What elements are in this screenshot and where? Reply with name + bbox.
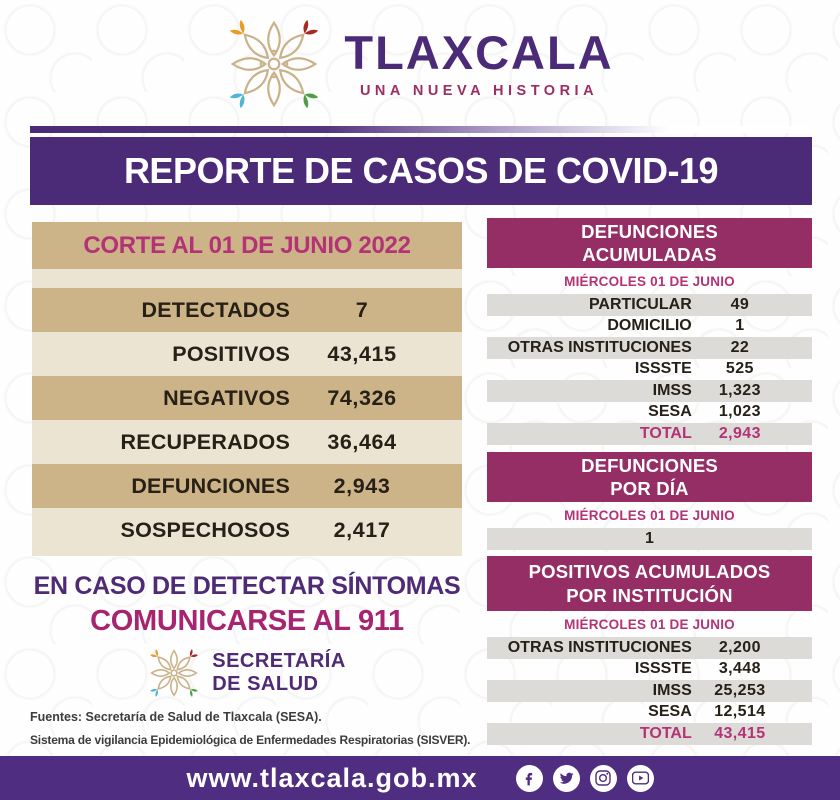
- row-value: 2,200: [718, 638, 761, 656]
- sources-line2: Sistema de vigilancia Epidemiológica de …: [30, 733, 471, 747]
- sources-note: Fuentes: Secretaría de Salud de Tlaxcala…: [30, 710, 510, 747]
- gradient-strip: [30, 126, 812, 133]
- table-row: DOMICILIO 1: [487, 316, 812, 338]
- row-value: 1,323: [718, 381, 761, 399]
- health-dept-line2: DE SALUD: [212, 673, 319, 695]
- row-label: OTRAS INSTITUCIONES: [507, 338, 692, 356]
- total-label: TOTAL: [639, 424, 692, 442]
- summary-row: RECUPERADOS 36,464: [32, 420, 462, 464]
- row-label: ISSSTE: [634, 660, 692, 678]
- brand-name: TLAXCALA: [344, 26, 614, 79]
- section-title-line1: POSITIVOS ACUMULADOS: [528, 561, 771, 583]
- summary-row-value: 7: [355, 297, 369, 322]
- table-row: OTRAS INSTITUCIONES 22: [487, 337, 812, 359]
- row-label: IMSS: [652, 381, 692, 399]
- table-row: SESA 12,514: [487, 702, 812, 724]
- row-value: 12,514: [714, 703, 766, 721]
- section-date: MIÉRCOLES 01 DE JUNIO: [564, 617, 735, 632]
- deaths-per-day-value: 1: [487, 528, 812, 550]
- salud-flower-logo-icon: [150, 649, 199, 697]
- section-title-line2: POR DÍA: [610, 478, 689, 499]
- table-total-row: TOTAL 2,943: [487, 423, 812, 445]
- youtube-icon[interactable]: [626, 764, 654, 792]
- row-label: SESA: [648, 703, 692, 721]
- table-row: ISSSTE 525: [487, 359, 812, 381]
- summary-row-label: POSITIVOS: [172, 341, 290, 366]
- row-value: 1,023: [718, 403, 761, 421]
- row-label: OTRAS INSTITUCIONES: [507, 638, 692, 656]
- instagram-icon[interactable]: [589, 764, 617, 792]
- report-title-banner: REPORTE DE CASOS DE COVID-19: [30, 137, 812, 205]
- section-date: MIÉRCOLES 01 DE JUNIO: [564, 508, 735, 523]
- table-row: PARTICULAR 49: [487, 294, 812, 316]
- summary-row-value: 43,415: [327, 341, 397, 366]
- summary-row: DEFUNCIONES 2,943: [32, 464, 462, 508]
- total-label: TOTAL: [639, 724, 692, 742]
- summary-row-label: DETECTADOS: [141, 297, 290, 322]
- cutoff-date-title: CORTE AL 01 DE JUNIO 2022: [83, 231, 411, 259]
- health-dept-line1: SECRETARÍA: [212, 650, 346, 672]
- section-deaths-per-day-header: DEFUNCIONES POR DÍA: [487, 452, 812, 502]
- summary-row: NEGATIVOS 74,326: [32, 376, 462, 420]
- row-label: ISSSTE: [634, 360, 692, 378]
- total-value: 43,415: [714, 724, 766, 742]
- row-label: PARTICULAR: [588, 295, 692, 313]
- summary-row-label: DEFUNCIONES: [131, 473, 290, 498]
- section-date: MIÉRCOLES 01 DE JUNIO: [564, 274, 735, 289]
- deaths-accumulated-table: PARTICULAR 49 DOMICILIO 1 OTRAS INSTITUC…: [487, 294, 812, 445]
- positives-by-institution-table: OTRAS INSTITUCIONES 2,200 ISSSTE 3,448 I…: [487, 637, 812, 745]
- section-title-line2: ACUMULADAS: [582, 244, 717, 265]
- section-title-line2: POR INSTITUCIÓN: [566, 584, 733, 606]
- row-label: SESA: [648, 403, 692, 421]
- total-value: 2,943: [718, 424, 761, 442]
- section-title-line1: DEFUNCIONES: [581, 454, 718, 476]
- summary-row-value: 36,464: [327, 429, 397, 454]
- table-row: SESA 1,023: [487, 402, 812, 424]
- summary-row: SOSPECHOSOS 2,417: [32, 508, 462, 552]
- table-row: IMSS 25,253: [487, 680, 812, 702]
- summary-table: DETECTADOS 7 POSITIVOS 43,415 NEGATIVOS …: [32, 269, 462, 556]
- summary-row: DETECTADOS 7: [32, 288, 462, 332]
- row-value: 1: [735, 317, 745, 335]
- summary-row-label: RECUPERADOS: [120, 429, 290, 454]
- table-row: IMSS 1,323: [487, 380, 812, 402]
- row-value: 25,253: [714, 681, 766, 699]
- cutoff-date-header: CORTE AL 01 DE JUNIO 2022: [32, 222, 462, 269]
- row-value: 525: [725, 360, 754, 378]
- symptoms-notice-line2: COMUNICARSE AL 911: [90, 605, 404, 637]
- summary-row-value: 2,943: [333, 473, 391, 498]
- table-row: ISSSTE 3,448: [487, 659, 812, 681]
- social-links: [515, 764, 654, 792]
- footer-url[interactable]: www.tlaxcala.gob.mx: [186, 762, 478, 793]
- section-positives-by-institution-header: POSITIVOS ACUMULADOS POR INSTITUCIÓN: [487, 556, 812, 611]
- facebook-icon[interactable]: [515, 764, 543, 792]
- row-value: 22: [730, 338, 750, 356]
- row-value: 3,448: [718, 660, 761, 678]
- tlaxcala-flower-logo-icon: [230, 19, 319, 109]
- table-total-row: TOTAL 43,415: [487, 723, 812, 745]
- footer-bar: www.tlaxcala.gob.mx: [0, 756, 840, 800]
- deaths-per-day-table: 1: [487, 528, 812, 550]
- table-row: OTRAS INSTITUCIONES 2,200: [487, 637, 812, 659]
- brand-tagline: UNA NUEVA HISTORIA: [359, 83, 599, 99]
- summary-row-value: 2,417: [333, 517, 391, 542]
- row-value: 49: [730, 295, 750, 313]
- section-deaths-accumulated-header: DEFUNCIONES ACUMULADAS: [487, 218, 812, 268]
- sources-line1: Fuentes: Secretaría de Salud de Tlaxcala…: [30, 710, 322, 724]
- brand-header: TLAXCALA UNA NUEVA HISTORIA: [0, 16, 840, 112]
- row-label: DOMICILIO: [607, 317, 692, 335]
- symptoms-notice-line1: EN CASO DE DETECTAR SÍNTOMAS: [33, 572, 461, 600]
- row-label: IMSS: [652, 681, 692, 699]
- report-title: REPORTE DE CASOS DE COVID-19: [123, 150, 719, 191]
- summary-row-label: SOSPECHOSOS: [120, 517, 290, 542]
- section-title-line1: DEFUNCIONES: [581, 220, 718, 242]
- summary-row-label: NEGATIVOS: [163, 385, 290, 410]
- summary-row-value: 74,326: [327, 385, 397, 410]
- summary-row: POSITIVOS 43,415: [32, 332, 462, 376]
- health-department-logo: SECRETARÍA DE SALUD: [16, 647, 478, 699]
- twitter-icon[interactable]: [552, 764, 580, 792]
